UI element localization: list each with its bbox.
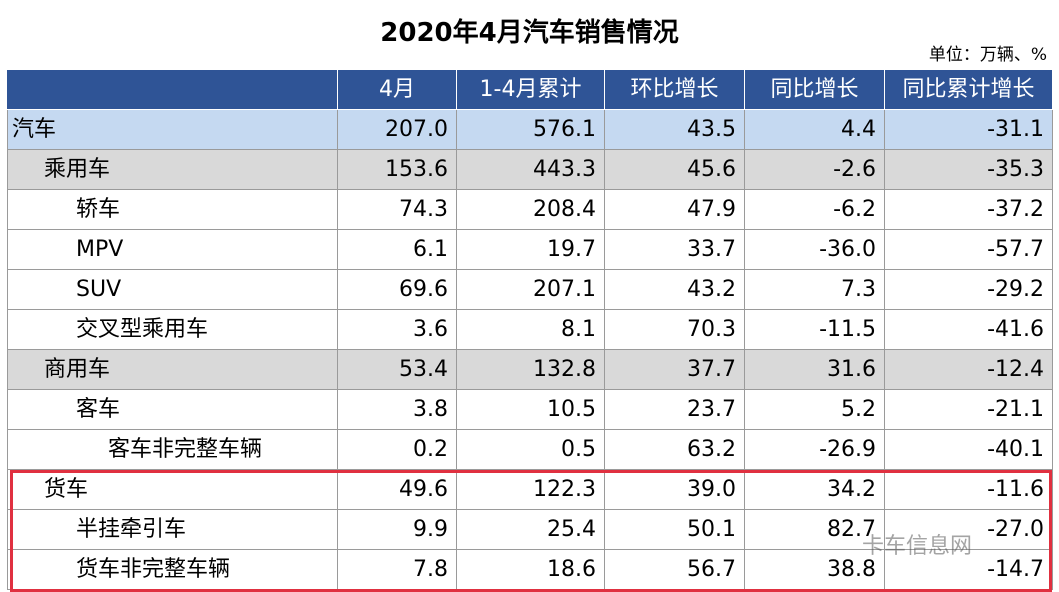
- label-cell: 货车: [7, 470, 338, 510]
- value-cell: 31.6: [745, 350, 885, 390]
- table-row: 商用车 53.4 132.8 37.7 31.6 -12.4: [7, 350, 1053, 390]
- header-cell: 环比增长: [605, 70, 745, 110]
- header-cell: 同比累计增长: [885, 70, 1053, 110]
- value-cell: -2.6: [745, 150, 885, 190]
- header-cell: 4月: [338, 70, 457, 110]
- value-cell: 25.4: [457, 510, 605, 550]
- value-cell: -41.6: [885, 310, 1053, 350]
- table-row: 货车非完整车辆 7.8 18.6 56.7 38.8 -14.7: [7, 550, 1053, 590]
- table-row: 汽车 207.0 576.1 43.5 4.4 -31.1: [7, 110, 1053, 150]
- value-cell: 43.2: [605, 270, 745, 310]
- value-cell: -12.4: [885, 350, 1053, 390]
- label-cell: 汽车: [7, 110, 338, 150]
- value-cell: 132.8: [457, 350, 605, 390]
- value-cell: -29.2: [885, 270, 1053, 310]
- value-cell: 37.7: [605, 350, 745, 390]
- table-row: 交叉型乘用车 3.6 8.1 70.3 -11.5 -41.6: [7, 310, 1053, 350]
- value-cell: 3.6: [338, 310, 457, 350]
- value-cell: 6.1: [338, 230, 457, 270]
- value-cell: 33.7: [605, 230, 745, 270]
- value-cell: 45.6: [605, 150, 745, 190]
- table-row: 轿车 74.3 208.4 47.9 -6.2 -37.2: [7, 190, 1053, 230]
- value-cell: -31.1: [885, 110, 1053, 150]
- value-cell: 3.8: [338, 390, 457, 430]
- value-cell: 19.7: [457, 230, 605, 270]
- value-cell: -26.9: [745, 430, 885, 470]
- label-cell: 客车: [7, 390, 338, 430]
- header-cell: 1-4月累计: [457, 70, 605, 110]
- value-cell: 0.2: [338, 430, 457, 470]
- value-cell: 122.3: [457, 470, 605, 510]
- value-cell: 443.3: [457, 150, 605, 190]
- label-cell: SUV: [7, 270, 338, 310]
- label-cell: 乘用车: [7, 150, 338, 190]
- value-cell: 74.3: [338, 190, 457, 230]
- value-cell: 5.2: [745, 390, 885, 430]
- value-cell: -21.1: [885, 390, 1053, 430]
- value-cell: 208.4: [457, 190, 605, 230]
- label-cell: 轿车: [7, 190, 338, 230]
- value-cell: 38.8: [745, 550, 885, 590]
- label-cell: 客车非完整车辆: [7, 430, 338, 470]
- value-cell: 8.1: [457, 310, 605, 350]
- value-cell: 576.1: [457, 110, 605, 150]
- value-cell: 4.4: [745, 110, 885, 150]
- value-cell: -11.5: [745, 310, 885, 350]
- value-cell: 9.9: [338, 510, 457, 550]
- value-cell: -35.3: [885, 150, 1053, 190]
- value-cell: 70.3: [605, 310, 745, 350]
- value-cell: 53.4: [338, 350, 457, 390]
- value-cell: -11.6: [885, 470, 1053, 510]
- value-cell: 82.7: [745, 510, 885, 550]
- value-cell: 47.9: [605, 190, 745, 230]
- value-cell: -57.7: [885, 230, 1053, 270]
- value-cell: 23.7: [605, 390, 745, 430]
- value-cell: 207.1: [457, 270, 605, 310]
- label-cell: 货车非完整车辆: [7, 550, 338, 590]
- unit: 单位：万辆、%: [928, 45, 1047, 65]
- table-row: 乘用车 153.6 443.3 45.6 -2.6 -35.3: [7, 150, 1053, 190]
- value-cell: -36.0: [745, 230, 885, 270]
- table-row: SUV 69.6 207.1 43.2 7.3 -29.2: [7, 270, 1053, 310]
- value-cell: 7.8: [338, 550, 457, 590]
- value-cell: -27.0: [885, 510, 1053, 550]
- value-cell: 69.6: [338, 270, 457, 310]
- value-cell: 0.5: [457, 430, 605, 470]
- value-cell: 18.6: [457, 550, 605, 590]
- table-row: 客车 3.8 10.5 23.7 5.2 -21.1: [7, 390, 1053, 430]
- label-cell: MPV: [7, 230, 338, 270]
- label-cell: 交叉型乘用车: [7, 310, 338, 350]
- value-cell: 39.0: [605, 470, 745, 510]
- value-cell: 153.6: [338, 150, 457, 190]
- label-cell: 商用车: [7, 350, 338, 390]
- header-cell: 同比增长: [745, 70, 885, 110]
- value-cell: 207.0: [338, 110, 457, 150]
- label-cell: 半挂牵引车: [7, 510, 338, 550]
- value-cell: 56.7: [605, 550, 745, 590]
- value-cell: 10.5: [457, 390, 605, 430]
- title: 2020年4月汽车销售情况: [380, 18, 679, 48]
- value-cell: 34.2: [745, 470, 885, 510]
- watermark: 卡车信息网: [862, 534, 973, 559]
- table-row: 客车非完整车辆 0.2 0.5 63.2 -26.9 -40.1: [7, 430, 1053, 470]
- header-row: 4月 1-4月累计 环比增长 同比增长 同比累计增长: [7, 70, 1053, 110]
- value-cell: 43.5: [605, 110, 745, 150]
- table-row: 货车 49.6 122.3 39.0 34.2 -11.6: [7, 470, 1053, 510]
- value-cell: -37.2: [885, 190, 1053, 230]
- table-row: MPV 6.1 19.7 33.7 -36.0 -57.7: [7, 230, 1053, 270]
- value-cell: -6.2: [745, 190, 885, 230]
- value-cell: -40.1: [885, 430, 1053, 470]
- value-cell: 50.1: [605, 510, 745, 550]
- value-cell: 63.2: [605, 430, 745, 470]
- value-cell: 49.6: [338, 470, 457, 510]
- table-row: 半挂牵引车 9.9 25.4 50.1 82.7 -27.0: [7, 510, 1053, 550]
- value-cell: 7.3: [745, 270, 885, 310]
- header-cell: [7, 70, 338, 110]
